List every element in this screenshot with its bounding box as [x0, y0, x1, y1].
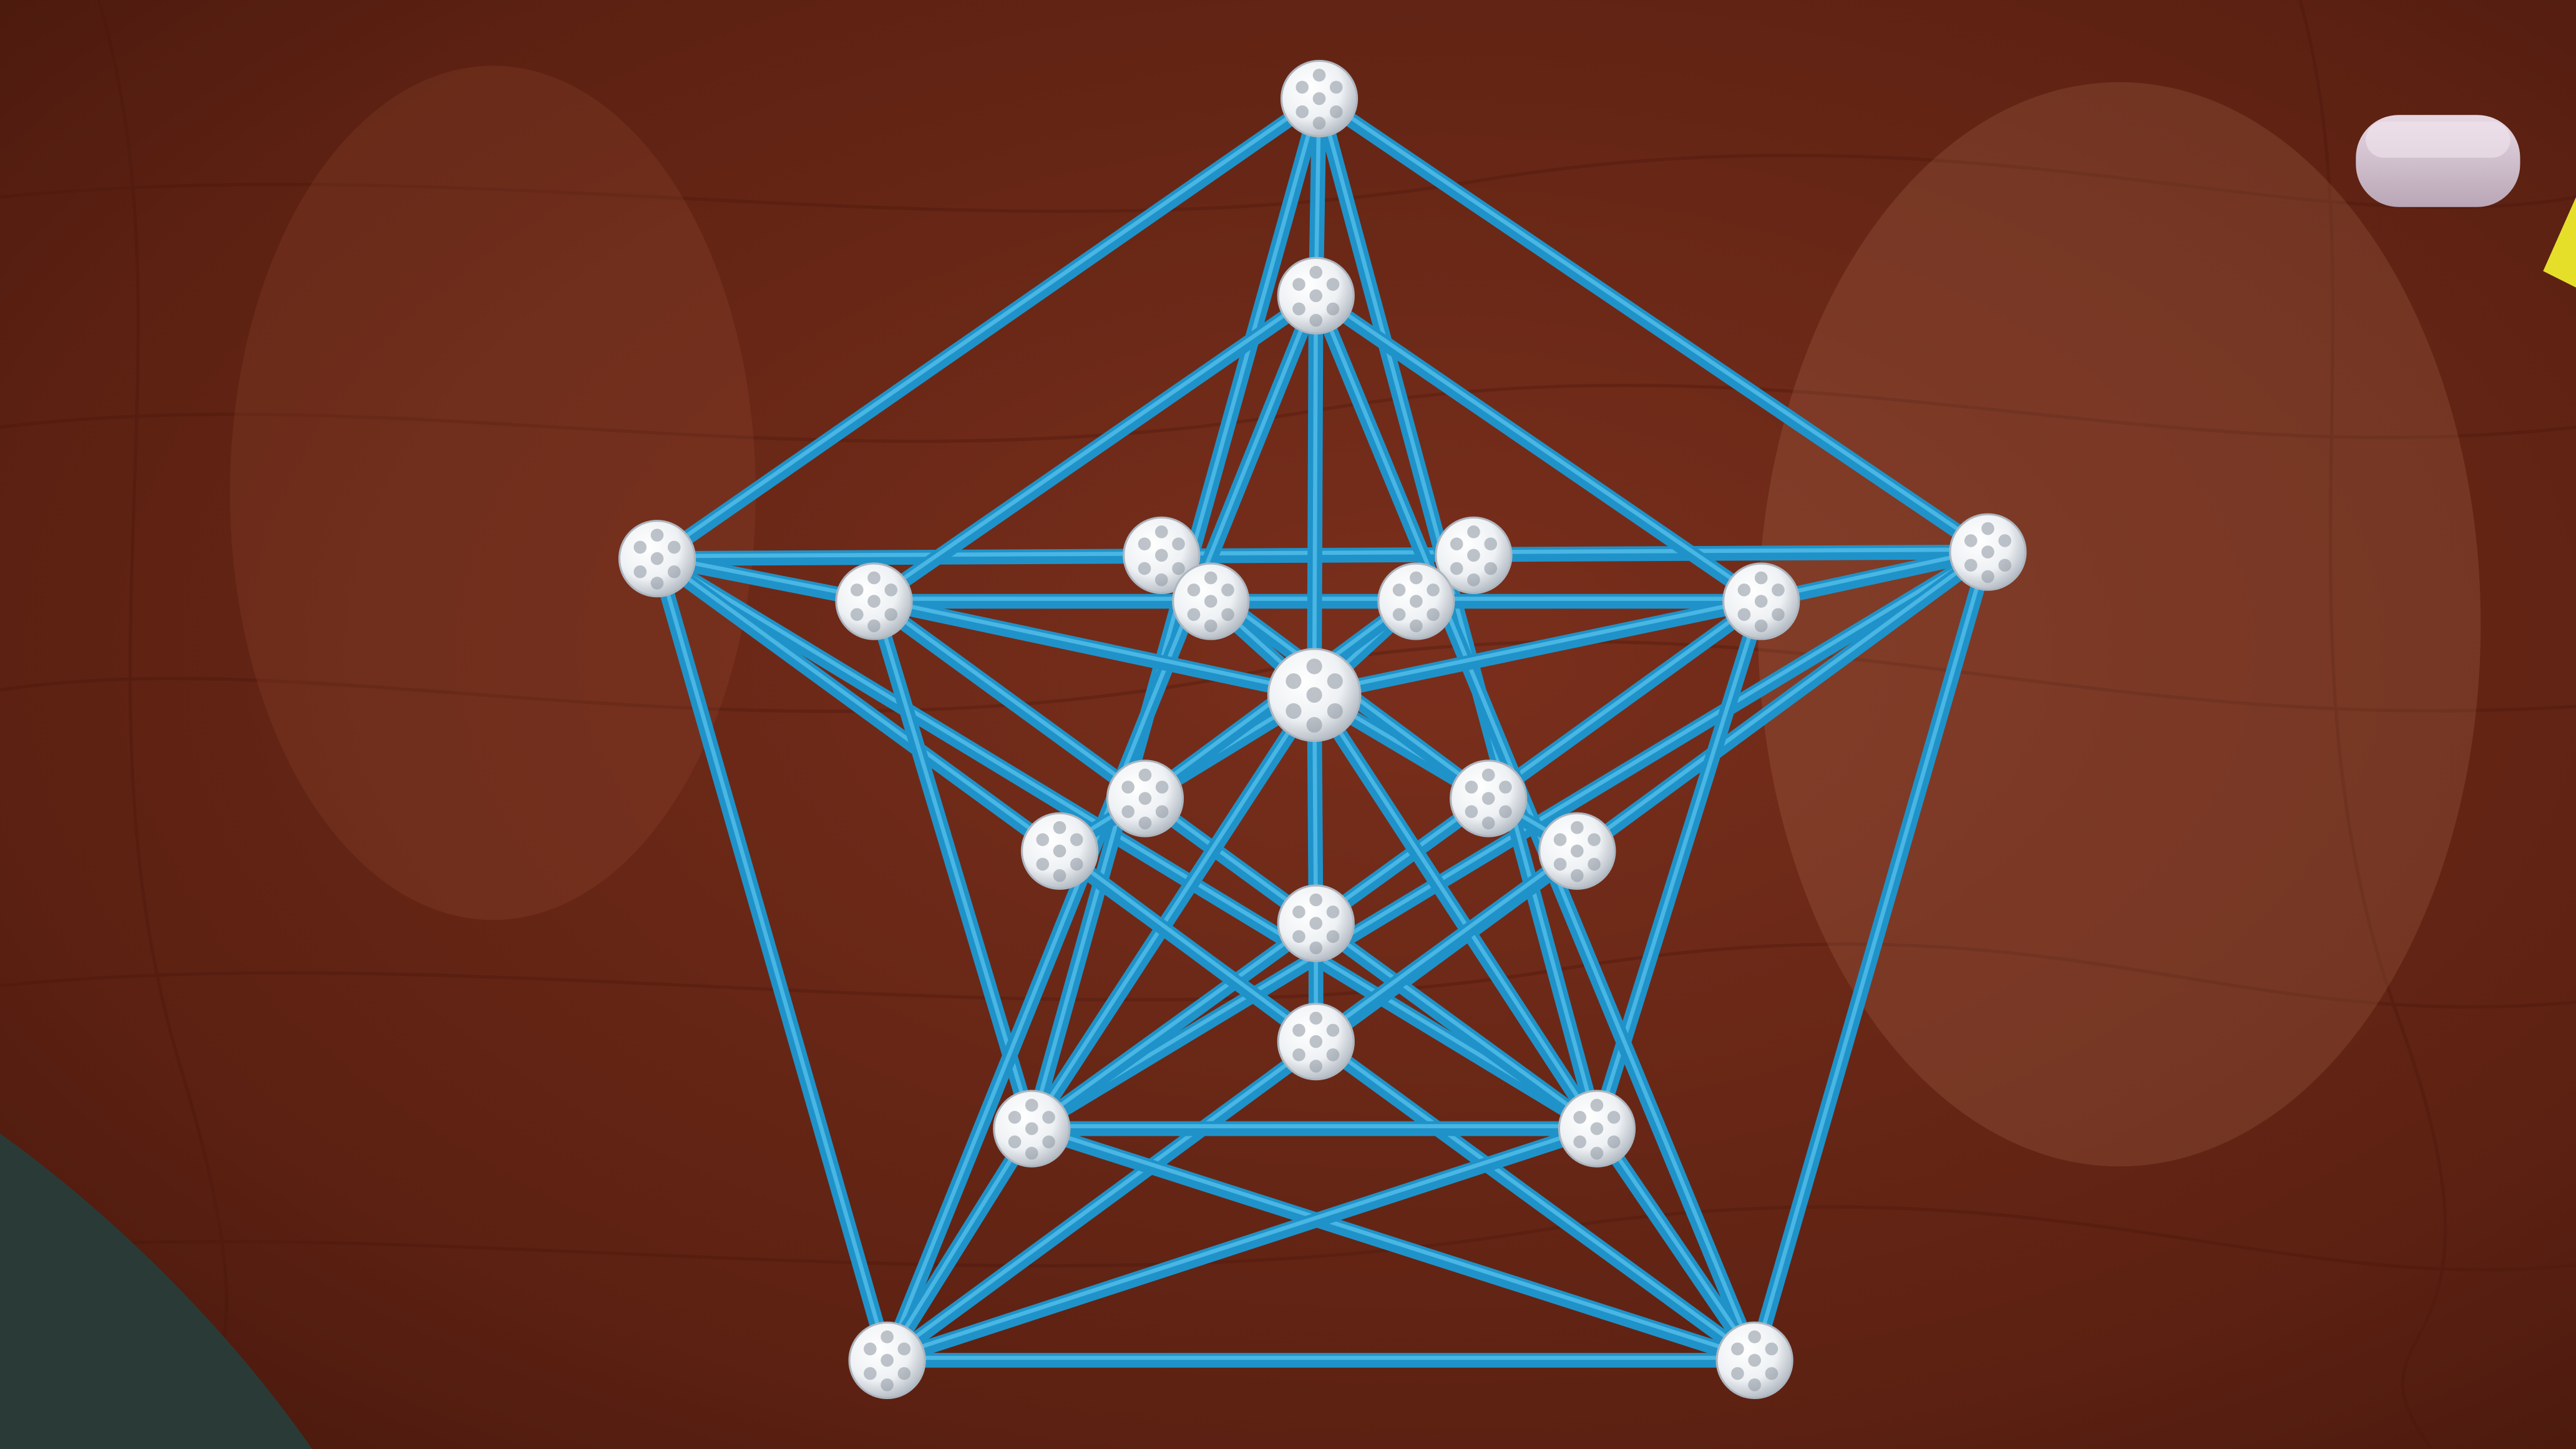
- strut: [866, 593, 1322, 703]
- strut-highlight: [1030, 1124, 1757, 1360]
- zome-node: [1558, 1090, 1636, 1168]
- strut-highlight: [1057, 846, 1319, 1042]
- strut-highlight: [655, 554, 1599, 1128]
- zome-node: [1435, 516, 1513, 594]
- zome-node: [1277, 884, 1355, 962]
- strut-highlight: [1314, 291, 1764, 601]
- strut-highlight: [1312, 597, 1764, 695]
- carpet-corner: [0, 1133, 313, 1449]
- strut: [1024, 1121, 1762, 1368]
- strut-highlight: [1030, 547, 1990, 1128]
- strut-highlight: [1030, 690, 1317, 1128]
- eraser: [2356, 115, 2520, 207]
- strut: [650, 551, 1604, 1136]
- strut-highlight: [1317, 94, 1990, 552]
- strut-highlight: [1314, 846, 1579, 1042]
- strut-highlight: [655, 554, 889, 1360]
- zome-node: [1722, 562, 1800, 640]
- zome-node: [1450, 759, 1528, 837]
- strut-highlight: [885, 1124, 1034, 1360]
- zome-node: [1172, 562, 1250, 640]
- strut-highlight: [1312, 690, 1599, 1128]
- zome-node: [993, 1090, 1071, 1168]
- zome-node: [848, 1321, 926, 1399]
- zome-node: [1277, 256, 1355, 335]
- wood-highlight: [230, 66, 2481, 1167]
- strut: [879, 1121, 1604, 1368]
- zome-node: [835, 562, 913, 640]
- strut-highlight: [885, 1124, 1599, 1360]
- strut: [1024, 544, 1996, 1136]
- strut-highlight: [1030, 597, 1764, 1128]
- strut: [1307, 593, 1769, 703]
- zome-node: [1277, 1002, 1355, 1081]
- zome-node: [1106, 759, 1184, 837]
- zome-node: [1280, 59, 1359, 138]
- zome-node: [1377, 562, 1455, 640]
- strut-highlight: [1312, 291, 1319, 695]
- strut-highlight: [655, 94, 1322, 559]
- zome-node: [618, 519, 696, 598]
- zome-node: [1949, 513, 2027, 591]
- strut-highlight: [872, 597, 1034, 1128]
- highlighter-edge: [2543, 197, 2576, 288]
- zome-node: [1123, 516, 1201, 594]
- zome-node: [1715, 1321, 1793, 1399]
- strut-highlight: [1317, 94, 1599, 1128]
- zome-node: [1538, 812, 1616, 890]
- strut-highlight: [655, 547, 1990, 559]
- strut-highlight: [872, 597, 1317, 695]
- strut-highlight: [872, 597, 1599, 1128]
- strut-highlight: [1594, 1124, 1757, 1360]
- strut: [650, 544, 1996, 566]
- zome-node: [1020, 812, 1099, 890]
- node-layer: [618, 59, 2027, 1399]
- strut-highlight: [1752, 547, 1990, 1360]
- strut-highlight: [872, 291, 1319, 601]
- zome-node: [1267, 648, 1362, 742]
